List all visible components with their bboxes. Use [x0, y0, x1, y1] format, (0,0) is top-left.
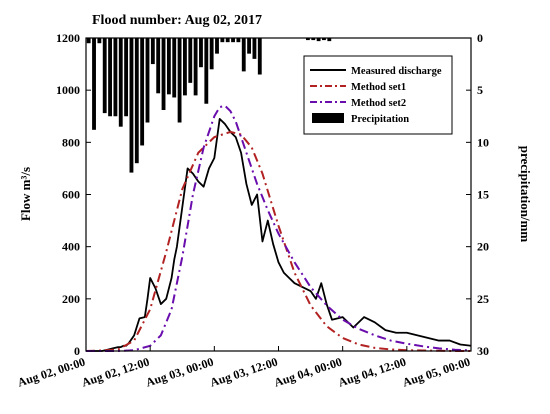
precipitation-bar — [199, 38, 203, 68]
y-axis-label-left: Flow m³/s — [18, 167, 33, 221]
series-line-method-set1 — [85, 130, 471, 352]
precipitation-bar — [204, 38, 209, 104]
precipitation-bar — [161, 38, 166, 110]
x-tick-label: Aug 02, 00:00 — [16, 355, 87, 390]
precipitation-bar — [108, 38, 112, 117]
series-lines — [85, 104, 472, 352]
left-y-axis: 0 200 400 600 800 1000 1200 — [56, 31, 91, 358]
precipitation-bar — [311, 38, 316, 41]
left-tick-label: 600 — [62, 188, 80, 202]
legend: Measured discharge Method set1 Method se… — [303, 55, 453, 135]
right-tick-label: 0 — [477, 31, 483, 45]
precipitation-bar — [92, 38, 96, 130]
precipitation-bar — [129, 38, 134, 173]
precipitation-bar — [257, 38, 262, 75]
precipitation-bar — [102, 38, 107, 114]
precipitation-bar — [193, 38, 198, 96]
precipitation-bar — [156, 38, 161, 94]
right-tick-label: 25 — [477, 292, 489, 306]
precipitation-bars — [86, 38, 332, 173]
left-tick-label: 800 — [62, 135, 80, 149]
right-tick-label: 20 — [477, 240, 489, 254]
legend-label-measured: Measured discharge — [351, 66, 442, 77]
right-tick-label: 10 — [477, 135, 489, 149]
right-tick-label: 15 — [477, 188, 489, 202]
precipitation-bar — [172, 38, 177, 98]
precipitation-bar — [305, 38, 310, 41]
legend-label-precipitation: Precipitation — [351, 114, 409, 125]
x-tick-label: Aug 03, 12:00 — [208, 355, 279, 390]
precipitation-bar — [118, 38, 123, 127]
precipitation-bar — [236, 38, 241, 43]
precipitation-bar — [209, 38, 214, 70]
x-tick-label: Aug 02, 12:00 — [80, 355, 151, 390]
chart-title: Flood number: Aug 02, 2017 — [92, 13, 262, 28]
precipitation-bar — [225, 38, 230, 43]
left-tick-label: 1200 — [56, 31, 80, 45]
precipitation-bar — [316, 38, 321, 42]
precipitation-bar — [231, 38, 235, 43]
legend-label-method-set2: Method set2 — [351, 98, 406, 109]
legend-swatch-precipitation — [312, 113, 344, 123]
precipitation-bar — [97, 38, 102, 44]
right-y-axis: 0 5 10 15 20 25 30 — [466, 31, 489, 358]
precipitation-bar — [166, 38, 171, 95]
precipitation-bar — [177, 38, 182, 123]
precipitation-bar — [134, 38, 139, 164]
precipitation-bar — [145, 38, 150, 123]
x-tick-label: Aug 05, 00:00 — [401, 355, 472, 390]
right-tick-label: 30 — [477, 344, 489, 358]
series-line-measured-discharge — [86, 117, 472, 352]
precipitation-bar — [322, 38, 326, 41]
y-axis-label-right: precipitation/mm — [518, 146, 533, 243]
left-tick-label: 200 — [62, 292, 80, 306]
precipitation-bar — [140, 38, 145, 146]
series-line-method-set2 — [86, 104, 472, 352]
precipitation-bar — [124, 38, 129, 117]
left-tick-label: 1000 — [56, 83, 80, 97]
x-tick-label: Aug 04, 12:00 — [337, 355, 408, 390]
precipitation-bar — [215, 38, 219, 54]
left-tick-label: 400 — [62, 240, 80, 254]
precipitation-bar — [150, 38, 155, 65]
x-tick-label: Aug 04, 00:00 — [272, 355, 343, 390]
right-tick-label: 5 — [477, 83, 483, 97]
precipitation-bar — [252, 38, 257, 59]
precipitation-bar — [183, 38, 187, 96]
precipitation-bar — [113, 38, 118, 117]
precipitation-bar — [188, 38, 193, 83]
precipitation-bar — [247, 38, 252, 54]
precipitation-bar — [86, 38, 91, 44]
x-tick-label: Aug 03, 00:00 — [144, 355, 215, 390]
legend-label-method-set1: Method set1 — [351, 82, 406, 93]
precipitation-bar — [241, 38, 246, 72]
left-tick-label: 0 — [74, 344, 80, 358]
precipitation-bar — [327, 38, 332, 42]
precipitation-bar — [220, 38, 225, 43]
